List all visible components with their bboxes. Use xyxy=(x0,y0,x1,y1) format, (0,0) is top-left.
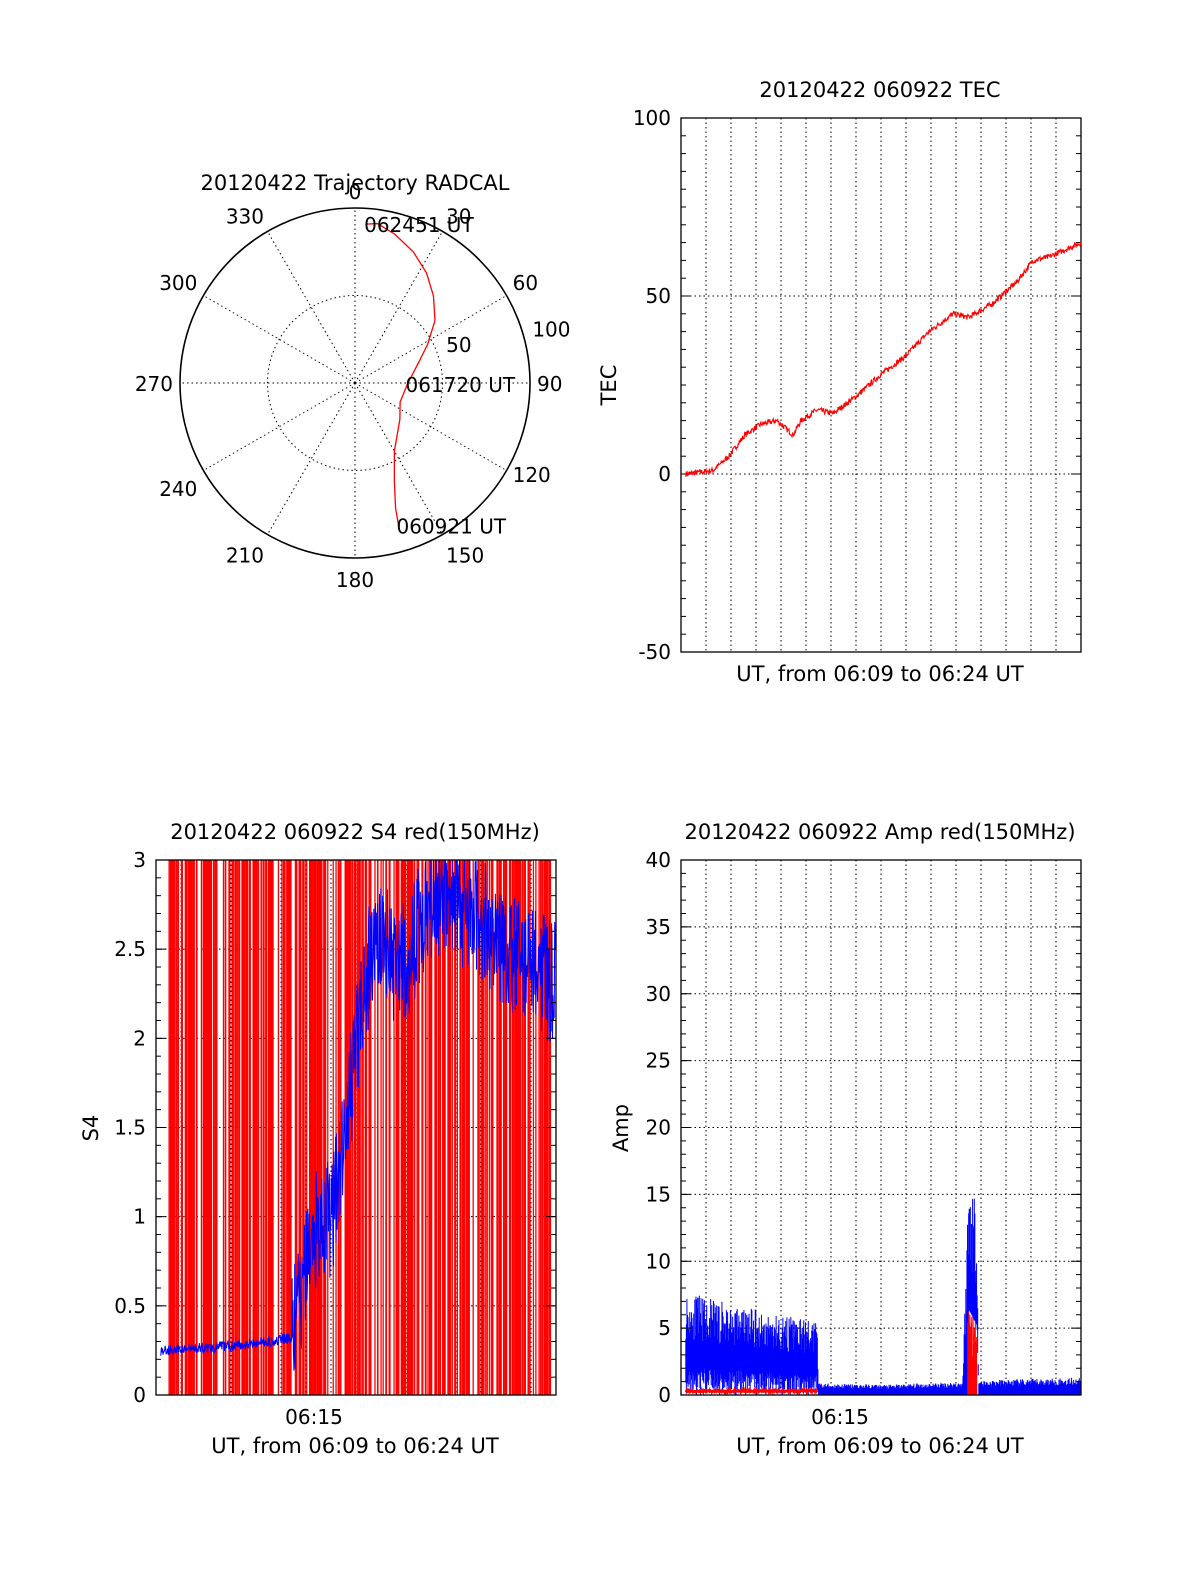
s4-ytick-label-5: 2.5 xyxy=(114,937,146,961)
tec-series-line xyxy=(685,241,1082,477)
amp-red-baseline xyxy=(684,1386,818,1397)
s4-ytick-label-0: 0 xyxy=(133,1383,146,1407)
amp-xtick-0615: 06:15 xyxy=(811,1405,869,1429)
amp-ytick-label-0: 0 xyxy=(658,1383,671,1407)
amp-ytick-label-4: 20 xyxy=(646,1116,671,1140)
s4-ytick-label-2: 1 xyxy=(133,1205,146,1229)
tec-ytick-label-0: -50 xyxy=(638,640,671,664)
polar-annotation-2: 060921 UT xyxy=(396,514,506,538)
polar-spoke-210 xyxy=(267,382,356,535)
s4-title: 20120422 060922 S4 red(150MHz) xyxy=(170,820,540,844)
amp-ytick-label-7: 35 xyxy=(646,915,671,939)
polar-azimuth-label-30: 30 xyxy=(446,204,471,228)
polar-spoke-240 xyxy=(203,382,356,471)
polar-azimuth-label-180: 180 xyxy=(336,568,374,592)
amp-ytick-label-2: 10 xyxy=(646,1249,671,1273)
tec-ytick-label-3: 100 xyxy=(633,106,671,130)
amp-ytick-label-3: 15 xyxy=(646,1182,671,1206)
polar-radial-label-50: 50 xyxy=(446,333,471,357)
s4-xtick-0615: 06:15 xyxy=(285,1405,343,1429)
amp-ytick-label-1: 5 xyxy=(658,1316,671,1340)
polar-azimuth-label-240: 240 xyxy=(159,477,197,501)
s4-series-line xyxy=(160,859,557,1371)
polar-annotation-0: 062451 UT xyxy=(364,213,474,237)
s4-ylabel: S4 xyxy=(79,1115,103,1142)
amp-ytick-label-6: 30 xyxy=(646,982,671,1006)
tec-panel: 20120422 060922 TEC -50 0 50 100 UT, from 0… xyxy=(597,78,1082,686)
tec-ytick-label-1: 0 xyxy=(658,462,671,486)
tec-title: 20120422 060922 TEC xyxy=(759,78,1000,102)
polar-outer-circle xyxy=(179,207,531,559)
s4-ytick-label-6: 3 xyxy=(133,848,146,872)
polar-azimuth-label-90: 90 xyxy=(537,372,562,396)
amp-ytick-label-8: 40 xyxy=(646,848,671,872)
s4-ytick-label-3: 1.5 xyxy=(114,1116,146,1140)
polar-radial-label-100: 100 xyxy=(532,318,570,342)
polar-azimuth-label-150: 150 xyxy=(446,544,484,568)
polar-ring-50 xyxy=(267,295,443,471)
polar-azimuth-label-270: 270 xyxy=(135,372,173,396)
polar-azimuth-label-120: 120 xyxy=(513,463,551,487)
polar-spoke-60 xyxy=(354,295,507,384)
polar-azimuth-label-210: 210 xyxy=(226,544,264,568)
tec-ytick-label-2: 50 xyxy=(646,284,671,308)
polar-azimuth-label-60: 60 xyxy=(513,271,538,295)
amp-title: 20120422 060922 Amp red(150MHz) xyxy=(684,820,1075,844)
polar-title: 20120422 Trajectory RADCAL xyxy=(201,171,510,195)
tec-ylabel: TEC xyxy=(597,365,621,407)
s4-ytick-label-4: 2 xyxy=(133,1026,146,1050)
polar-trajectory-panel: 20120422 Trajectory RADCAL 0 30 60 90 120 150… xyxy=(135,171,571,592)
s4-panel: 20120422 060922 S4 red(150MHz) 0 0.5 1 1.5 2… xyxy=(79,820,557,1458)
amp-xlabel: UT, from 06:09 to 06:24 UT xyxy=(736,1434,1024,1458)
polar-spoke-30 xyxy=(354,231,443,384)
s4-xlabel: UT, from 06:09 to 06:24 UT xyxy=(211,1434,499,1458)
amp-ylabel: Amp xyxy=(609,1104,633,1152)
amp-panel: 20120422 060922 Amp red(150MHz) 0 5 10 15 20… xyxy=(609,820,1082,1458)
polar-azimuth-label-330: 330 xyxy=(226,204,264,228)
polar-azimuth-label-300: 300 xyxy=(159,271,197,295)
polar-trajectory-line xyxy=(366,222,436,526)
tec-xlabel: UT, from 06:09 to 06:24 UT xyxy=(736,662,1024,686)
polar-azimuth-label-0: 0 xyxy=(349,180,362,204)
amp-ytick-label-5: 25 xyxy=(646,1049,671,1073)
polar-annotation-1: 061720 UT xyxy=(405,373,515,397)
s4-ytick-label-1: 0.5 xyxy=(114,1294,146,1318)
